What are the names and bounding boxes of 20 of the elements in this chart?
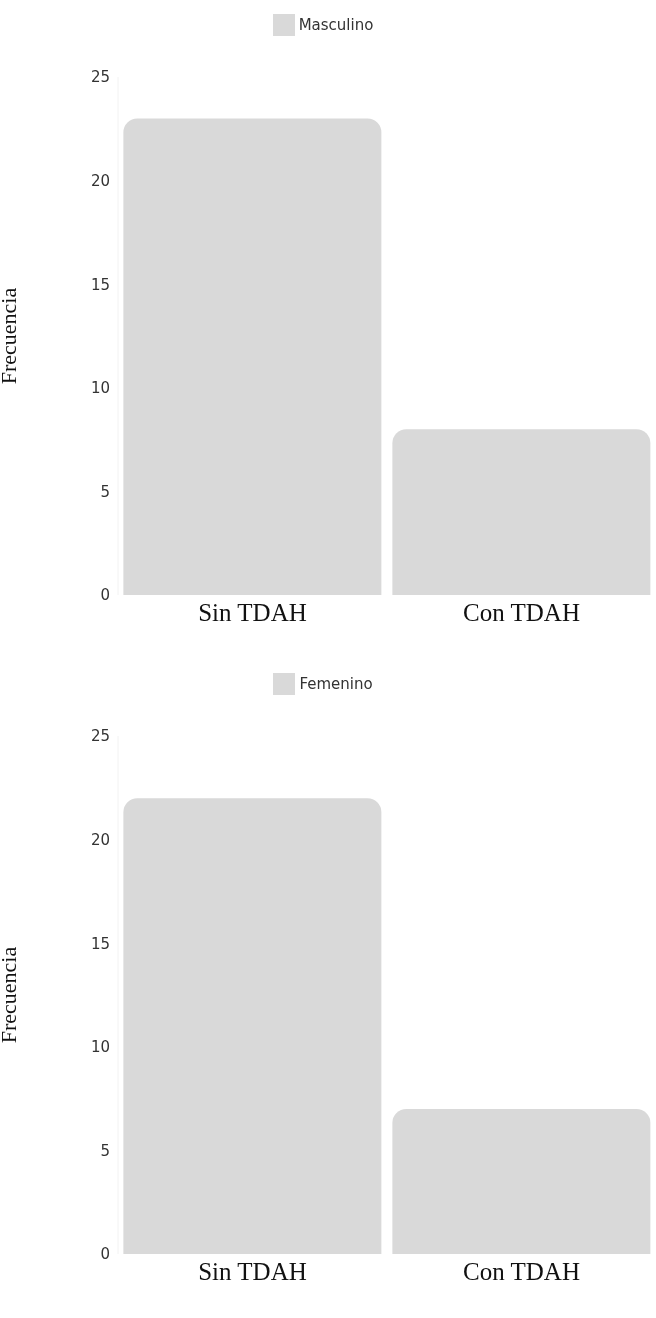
y-tick-label: 15 [90, 275, 110, 294]
x-tick-label: Con TDAH [463, 598, 580, 626]
x-tick-label: Sin TDAH [198, 598, 307, 626]
y-tick-label: 5 [100, 1141, 110, 1160]
y-tick-label: 25 [90, 727, 110, 746]
legend-label: Masculino [298, 15, 374, 34]
y-tick-label: 5 [100, 482, 110, 501]
y-axis-title: Frecuencia [0, 287, 21, 385]
x-tick-label: Sin TDAH [198, 1257, 307, 1285]
y-tick-label: 10 [90, 1038, 110, 1057]
y-tick-label: 0 [100, 1245, 110, 1264]
y-tick-label: 20 [90, 171, 110, 190]
x-tick-label: Con TDAH [463, 1257, 580, 1285]
y-tick-label: 10 [90, 379, 110, 398]
legend-label: Femenino [299, 674, 373, 693]
y-axis-title: Frecuencia [0, 946, 21, 1044]
y-tick-label: 0 [100, 586, 110, 605]
y-tick-label: 20 [90, 830, 110, 849]
y-tick-label: 15 [90, 934, 110, 953]
y-tick-label: 25 [90, 68, 110, 87]
